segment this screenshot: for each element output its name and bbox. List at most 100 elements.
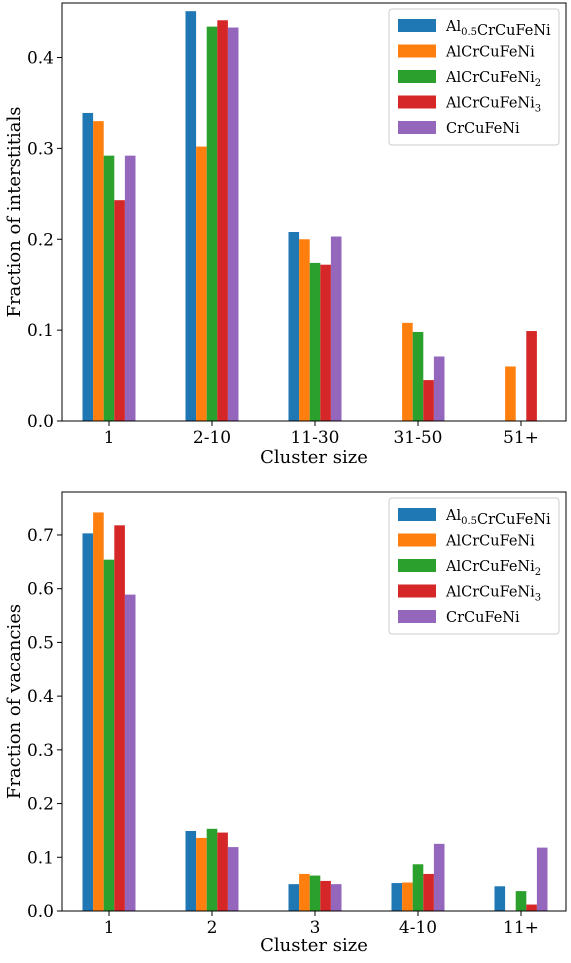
bar-vacancies-2-3 [206, 828, 218, 911]
y-tick-label: 0.1 [27, 848, 54, 868]
y-tick-label: 0.6 [27, 580, 54, 600]
x-axis-title: Cluster size [260, 447, 368, 468]
legend-label: CrCuFeNi [446, 121, 520, 137]
legend-swatch [398, 95, 436, 109]
legend-label: AlCrCuFeNi2​ [445, 70, 541, 89]
bar-vacancies-3-4 [320, 880, 331, 911]
bar-vacancies-1-3 [103, 559, 115, 911]
bar-vacancies-4-4 [423, 873, 434, 911]
bar-vacancies-4-3 [412, 864, 424, 911]
bar-vacancies-2-2 [196, 837, 207, 911]
legend-label: AlCrCuFeNi3​ [445, 585, 541, 604]
bar-vacancies-5-1 [494, 886, 506, 911]
bar-interstitials-2-2 [196, 146, 207, 421]
x-tick-label: 1 [104, 428, 115, 448]
bar-vacancies-3-3 [309, 875, 321, 911]
y-tick-label: 0.0 [27, 412, 54, 432]
bar-interstitials-1-3 [103, 155, 115, 421]
bar-vacancies-2-5 [227, 847, 239, 911]
bar-vacancies-5-4 [526, 904, 537, 911]
x-tick-label: 31-50 [393, 428, 442, 448]
bar-interstitials-2-4 [217, 20, 228, 422]
chart-interstitials: 1 2-10 11-30 31-50 51+ 0.0 0.1 0.2 0.3 0.4 Cluster… [4, 2, 567, 468]
legend-swatch [398, 121, 436, 134]
bar-vacancies-2-4 [217, 832, 228, 911]
bar-vacancies-1-2 [93, 512, 104, 911]
y-tick-label: 0.0 [27, 902, 54, 922]
bar-interstitials-4-4 [423, 380, 434, 421]
bar-interstitials-2-1 [185, 11, 197, 422]
bar-interstitials-1-1 [82, 112, 94, 421]
legend: Al0.5CrCuFeNi AlCrCuFeNi AlCrCuFeNi2​ AlCrC… [388, 497, 560, 635]
legend-label: AlCrCuFeNi3​ [445, 96, 541, 115]
legend: Al0.5CrCuFeNi AlCrCuFeNi AlCrCuFeNi2​ AlCrC… [388, 8, 560, 146]
bar-interstitials-4-2 [402, 322, 413, 421]
bar-vacancies-4-1 [391, 883, 403, 911]
x-tick-label: 2 [207, 918, 218, 938]
bar-interstitials-1-2 [93, 121, 104, 421]
bar-interstitials-2-5 [227, 27, 239, 422]
chart-vacancies: 1 2 3 4-10 11+ 0.0 0.1 0.2 0.3 0.4 0.5 0.6 0.7 Cluste… [4, 491, 567, 956]
legend-swatch [398, 584, 436, 598]
bar-vacancies-3-2 [299, 873, 310, 911]
x-tick-label: 2-10 [193, 428, 231, 448]
bar-interstitials-3-3 [309, 262, 321, 421]
legend-swatch [398, 19, 436, 32]
legend-box [388, 8, 560, 146]
x-axis-title: Cluster size [260, 935, 368, 956]
bar-interstitials-5-4 [526, 331, 537, 421]
legend-swatch [398, 44, 436, 58]
bar-interstitials-3-1 [288, 231, 300, 421]
bar-interstitials-5-2 [505, 366, 516, 421]
legend-label: AlCrCuFeNi [445, 45, 535, 61]
bar-interstitials-1-4 [114, 200, 125, 421]
x-tick-label: 3 [310, 918, 321, 938]
bar-interstitials-3-2 [299, 239, 310, 421]
legend-label: Al0.5CrCuFeNi [445, 508, 551, 528]
bar-interstitials-2-3 [206, 26, 218, 421]
y-tick-label: 0.2 [27, 230, 54, 250]
x-tick-label: 11+ [503, 918, 539, 938]
y-tick-label: 0.7 [27, 526, 54, 546]
y-tick-label: 0.4 [27, 49, 54, 69]
legend-swatch [398, 533, 436, 547]
y-tick-label: 0.1 [27, 321, 54, 341]
x-tick-label: 4-10 [399, 918, 437, 938]
legend-swatch [398, 508, 436, 521]
y-tick-label: 0.3 [27, 741, 54, 761]
bar-vacancies-1-4 [114, 525, 125, 911]
bar-interstitials-4-5 [433, 356, 445, 421]
bar-vacancies-5-3 [515, 891, 527, 911]
y-tick-label: 0.5 [27, 633, 54, 653]
y-axis-title: Fraction of vacancies [4, 604, 25, 799]
bar-interstitials-4-3 [412, 331, 424, 421]
x-tick-label: 11-30 [290, 428, 339, 448]
bar-vacancies-4-5 [433, 843, 445, 911]
bar-vacancies-3-5 [330, 884, 342, 911]
legend-label: Al0.5CrCuFeNi [445, 19, 551, 39]
bar-interstitials-3-4 [320, 264, 331, 421]
plot-frame [61, 491, 567, 912]
legend-label: AlCrCuFeNi [445, 534, 535, 550]
x-tick-label: 51+ [503, 428, 539, 448]
y-tick-label: 0.3 [27, 139, 54, 159]
legend-box [388, 497, 560, 635]
legend-label: AlCrCuFeNi2​ [445, 559, 541, 578]
legend-swatch [398, 610, 436, 623]
bar-interstitials-1-5 [124, 155, 136, 421]
legend-swatch [398, 70, 436, 83]
legend-swatch [398, 559, 436, 572]
plot-frame [61, 2, 567, 422]
x-tick-label: 1 [104, 918, 115, 938]
bar-vacancies-3-1 [288, 884, 300, 911]
legend-label: CrCuFeNi [446, 610, 520, 626]
bar-vacancies-5-5 [536, 847, 548, 911]
bar-vacancies-4-2 [402, 882, 413, 911]
y-tick-label: 0.2 [27, 795, 54, 815]
y-tick-label: 0.4 [27, 687, 54, 707]
bar-vacancies-1-5 [124, 594, 136, 911]
bar-interstitials-3-5 [330, 236, 342, 421]
bar-vacancies-1-1 [82, 533, 94, 911]
